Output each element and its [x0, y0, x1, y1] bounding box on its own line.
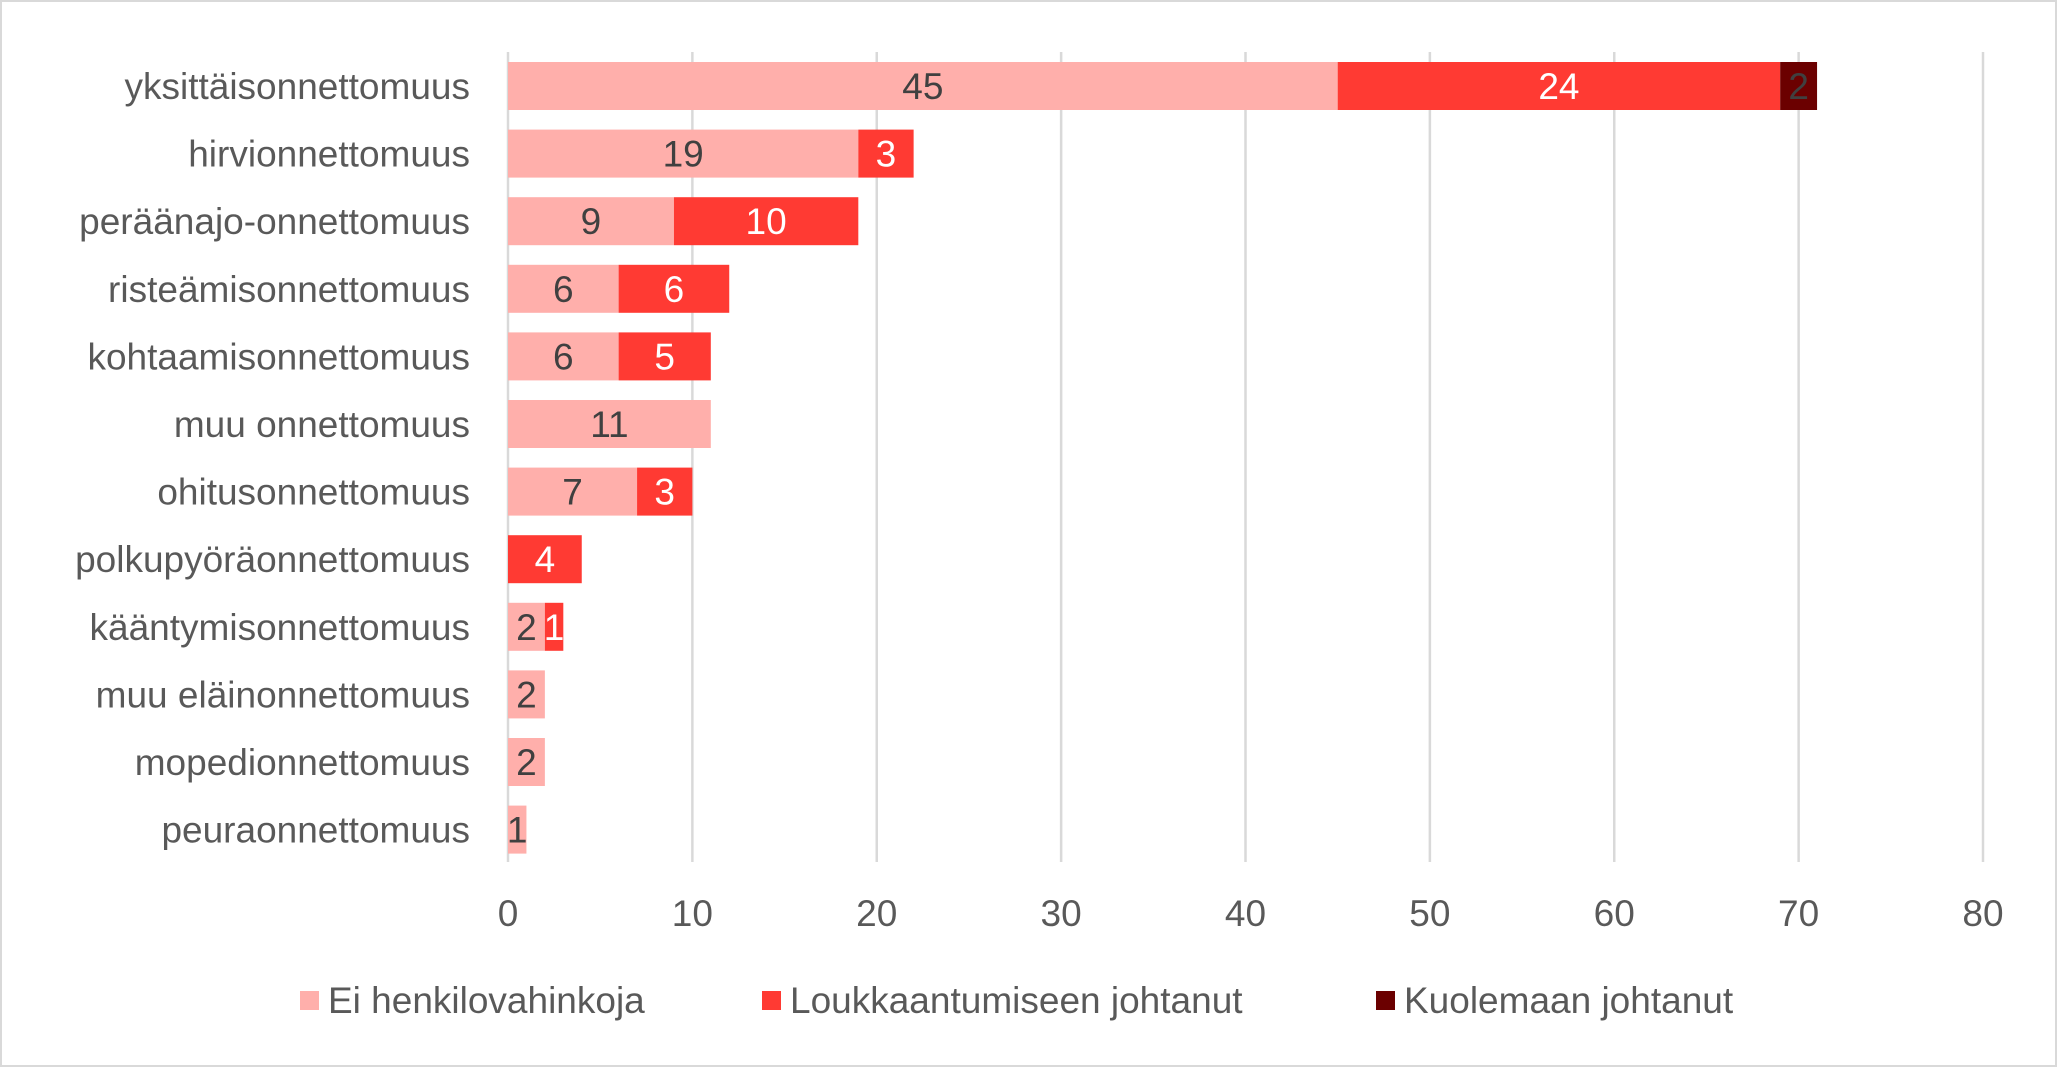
data-label: 3	[654, 472, 675, 513]
bar-segment	[508, 332, 619, 381]
x-tick-label: 40	[1225, 893, 1266, 934]
category-label: risteämisonnettomuus	[108, 269, 470, 310]
bar-segment	[618, 264, 730, 313]
bar-segment	[508, 264, 619, 313]
category-label: peräänajo-onnettomuus	[79, 201, 470, 242]
data-label: 7	[562, 472, 583, 513]
data-label: 1	[507, 810, 528, 851]
bar-segment	[508, 602, 545, 651]
category-label: kohtaamisonnettomuus	[87, 336, 470, 377]
legend-swatch	[300, 991, 319, 1010]
data-label: 45	[902, 66, 943, 107]
category-label: ohitusonnettomuus	[157, 472, 470, 513]
data-label: 2	[1788, 66, 1809, 107]
x-tick-label: 80	[1962, 893, 2003, 934]
category-label: polkupyöräonnettomuus	[75, 539, 470, 580]
data-label: 6	[553, 269, 574, 310]
bar-segment	[637, 467, 693, 516]
data-label: 2	[516, 607, 537, 648]
x-tick-label: 10	[672, 893, 713, 934]
data-label: 4	[535, 539, 556, 580]
data-label: 2	[516, 742, 537, 783]
x-tick-label: 20	[856, 893, 897, 934]
bar-segment	[508, 805, 527, 854]
data-label: 24	[1538, 66, 1579, 107]
data-label: 19	[663, 134, 704, 175]
bar-segment	[508, 129, 859, 178]
data-label: 1	[544, 607, 565, 648]
bar-segment	[1337, 62, 1781, 110]
category-label: yksittäisonnettomuus	[124, 66, 470, 107]
category-label: kääntymisonnettomuus	[90, 607, 470, 648]
x-tick-label: 50	[1409, 893, 1450, 934]
legend-label: Kuolemaan johtanut	[1404, 980, 1734, 1021]
legend-label: Loukkaantumiseen johtanut	[790, 980, 1243, 1021]
legend-swatch	[1376, 991, 1395, 1010]
category-label: muu eläinonnettomuus	[96, 674, 470, 715]
data-label: 6	[553, 336, 574, 377]
category-label: peuraonnettomuus	[161, 810, 470, 851]
data-label: 3	[876, 134, 897, 175]
legend-swatch	[762, 991, 781, 1010]
bar-segment	[618, 332, 711, 381]
data-label: 9	[581, 201, 602, 242]
x-tick-label: 60	[1594, 893, 1635, 934]
category-label: hirvionnettomuus	[188, 134, 470, 175]
bar-segment	[508, 400, 711, 448]
x-tick-label: 30	[1041, 893, 1082, 934]
category-label: mopedionnettomuus	[135, 742, 470, 783]
data-label: 5	[654, 336, 675, 377]
data-label: 11	[590, 404, 628, 445]
data-label: 6	[664, 269, 685, 310]
x-tick-label: 0	[498, 893, 519, 934]
category-label: muu onnettomuus	[174, 404, 470, 445]
bar-segment	[1780, 62, 1818, 110]
bar-segment	[508, 467, 638, 516]
bar-segment	[508, 197, 674, 246]
bar-segment	[508, 535, 582, 584]
bar-segment	[508, 62, 1338, 110]
bar-segment	[508, 738, 545, 786]
data-label: 2	[516, 674, 537, 715]
x-tick-label: 70	[1778, 893, 1819, 934]
bar-segment	[544, 602, 564, 651]
bar-segment	[673, 197, 859, 246]
data-label: 10	[746, 201, 787, 242]
legend-label: Ei henkilovahinkoja	[328, 980, 645, 1021]
bar-segment	[858, 129, 914, 178]
bar-segment	[508, 670, 545, 719]
